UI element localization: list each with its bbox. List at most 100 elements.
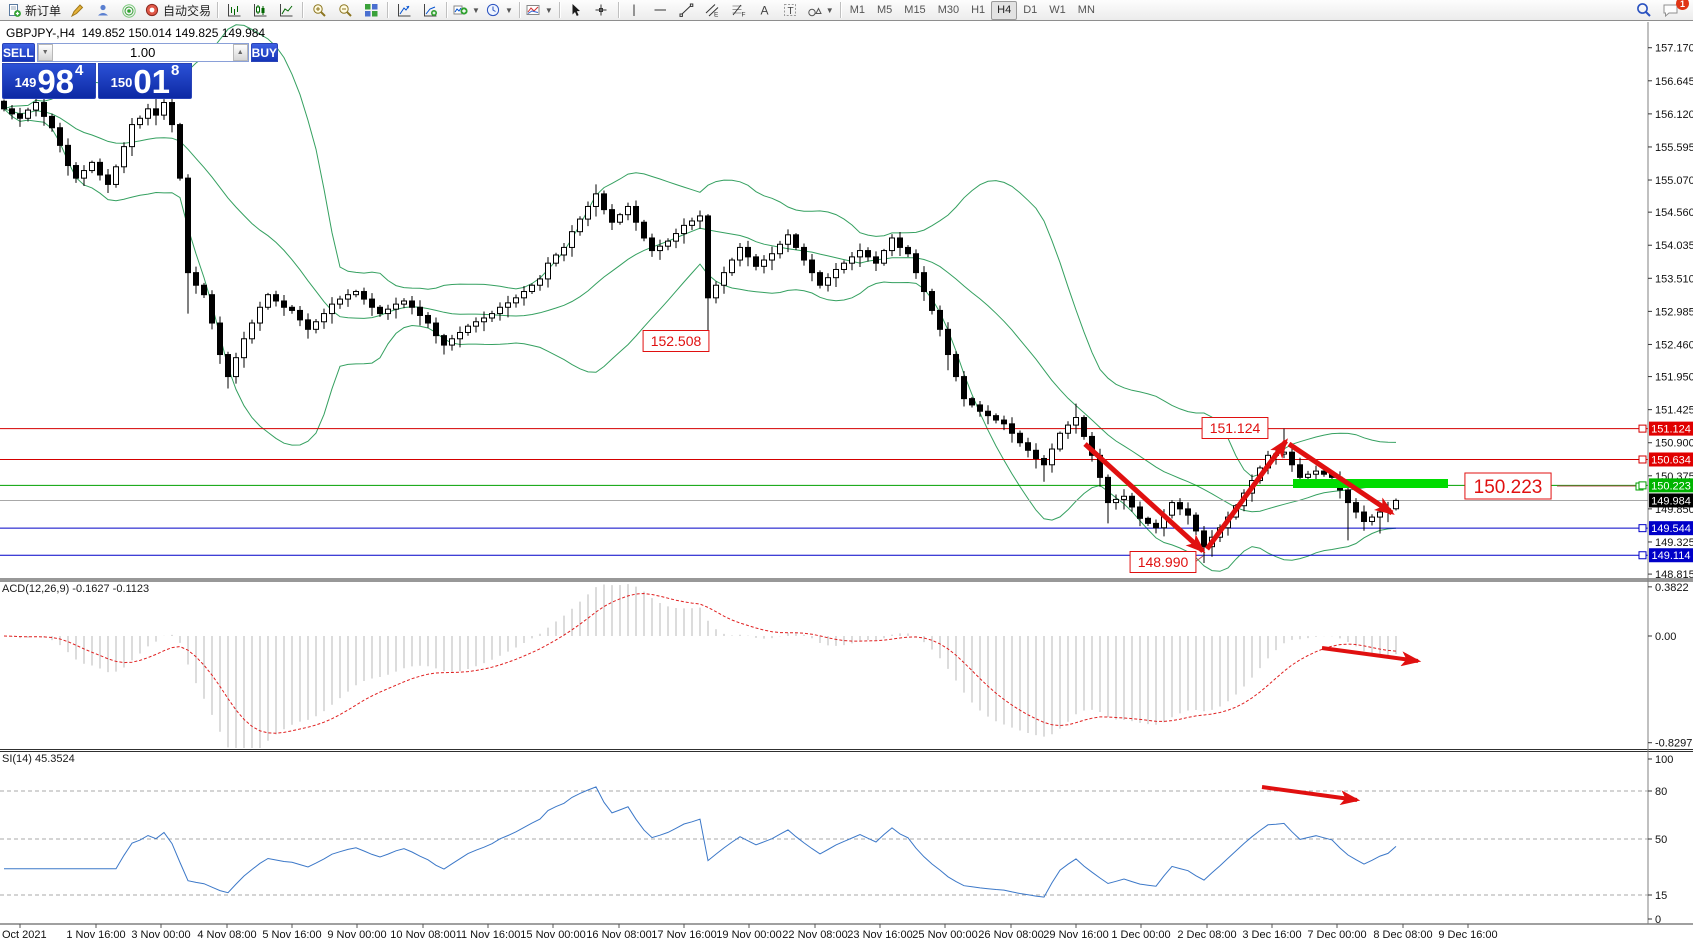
line-chart-button[interactable]	[273, 0, 299, 20]
timeframe-button-m1[interactable]: M1	[849, 4, 865, 16]
svg-text:151.124: 151.124	[1651, 424, 1691, 436]
chat-button[interactable]: 1	[1657, 0, 1689, 20]
indicator-window-button[interactable]	[417, 0, 443, 20]
svg-text:157.170: 157.170	[1655, 43, 1693, 55]
chart-style-button[interactable]	[64, 0, 90, 20]
text-button[interactable]: A	[752, 0, 778, 20]
new-order-button[interactable]: 新订单	[4, 0, 64, 20]
template-dropdown[interactable]: ▼	[523, 0, 556, 20]
signal-icon	[121, 3, 137, 18]
period-dropdown[interactable]: ▼	[483, 0, 516, 20]
label-button[interactable]: T	[778, 0, 804, 20]
volume-decrease-button[interactable]: ▼	[37, 44, 53, 61]
signals-button[interactable]	[116, 0, 142, 20]
bar-chart-button[interactable]	[221, 0, 247, 20]
channel-button[interactable]: E	[700, 0, 726, 20]
chevron-down-icon: ▼	[472, 5, 480, 15]
timeframe-button-w1[interactable]: W1	[1049, 4, 1066, 16]
trendline-button[interactable]	[674, 0, 700, 20]
rsi-indicator-label: SI(14) 45.3524	[2, 753, 75, 765]
indicators-button[interactable]	[391, 0, 417, 20]
svg-text:9 Dec 16:00: 9 Dec 16:00	[1438, 929, 1497, 941]
svg-text:150.223: 150.223	[1651, 480, 1691, 492]
toolbar-separator	[617, 2, 619, 18]
add-object-dropdown[interactable]: ▼	[450, 0, 483, 20]
autotrade-button[interactable]: 自动交易	[142, 0, 214, 20]
svg-text:9 Nov 00:00: 9 Nov 00:00	[327, 929, 386, 941]
crosshair-icon	[594, 3, 609, 18]
cursor-button[interactable]	[563, 0, 589, 20]
rsi-trend-arrow	[1261, 785, 1361, 806]
volume-input[interactable]	[52, 44, 233, 61]
macd-trend-arrow	[1321, 646, 1422, 667]
zoom-in-button[interactable]	[306, 0, 332, 20]
text-a-icon: A	[757, 3, 772, 18]
svg-text:25 Nov 00:00: 25 Nov 00:00	[912, 929, 977, 941]
toolbar-separator	[387, 2, 389, 18]
price-callout-text: 150.223	[1474, 477, 1543, 498]
candlesticks	[1, 82, 1399, 564]
crosshair-button[interactable]	[589, 0, 615, 20]
sell-price-sup: 4	[75, 62, 84, 79]
timeframe-button-mn[interactable]: MN	[1077, 4, 1095, 16]
trend-arrow	[1287, 441, 1395, 516]
timeframe-button-m30[interactable]: M30	[937, 4, 960, 16]
price-scale[interactable]: 157.170 156.645 156.120 155.595 155.070 154.5…	[1648, 43, 1693, 926]
svg-text:29 Nov 16:00: 29 Nov 16:00	[1043, 929, 1108, 941]
price-callout-box	[1201, 417, 1269, 439]
toolbar-separator	[217, 2, 219, 18]
toolbar-separator	[839, 2, 841, 18]
tile-windows-button[interactable]	[358, 0, 384, 20]
toolbar-separator	[446, 2, 448, 18]
timeframe-button-h4[interactable]: H4	[991, 0, 1018, 20]
candlestick-chart-button[interactable]	[247, 0, 273, 20]
fibonacci-button[interactable]: F	[726, 0, 752, 20]
price-callout-box	[1129, 551, 1197, 573]
line-end-marker	[1638, 524, 1647, 533]
sell-button[interactable]: SELL	[2, 43, 35, 62]
svg-text:148.815: 148.815	[1655, 569, 1693, 581]
buy-button[interactable]: BUY	[250, 43, 279, 62]
svg-text:154.035: 154.035	[1655, 240, 1693, 252]
timeframe-button-m15[interactable]: M15	[904, 4, 926, 16]
svg-text:80: 80	[1655, 786, 1667, 798]
timeframe-button-d1[interactable]: D1	[1023, 4, 1038, 16]
pencil-icon	[70, 3, 85, 18]
shapes-dropdown[interactable]: ▼	[804, 0, 837, 20]
search-button[interactable]	[1631, 0, 1657, 20]
trend-arrow	[1204, 438, 1289, 551]
zoom-out-button[interactable]	[332, 0, 358, 20]
svg-text:150.900: 150.900	[1655, 438, 1693, 450]
buy-price-pane[interactable]: 150 01 8	[98, 62, 192, 99]
svg-text:15: 15	[1655, 890, 1667, 902]
template-icon	[526, 3, 541, 18]
chart-annotations[interactable]: 152.508 151.124 148.990 150.223	[642, 330, 1647, 806]
fibo-icon: F	[731, 3, 746, 18]
price-callout-box	[642, 330, 710, 352]
community-button[interactable]	[90, 0, 116, 20]
cursor-icon	[568, 3, 583, 18]
time-axis[interactable]: Oct 2021 1 Nov 16:00 3 Nov 00:00 4 Nov 08:0…	[2, 924, 1498, 941]
price-badge	[1649, 452, 1693, 467]
hline-button[interactable]	[648, 0, 674, 20]
svg-text:19 Nov 00:00: 19 Nov 00:00	[716, 929, 781, 941]
svg-text:1 Dec 00:00: 1 Dec 00:00	[1111, 929, 1170, 941]
line-end-marker	[1638, 455, 1647, 464]
volume-increase-button[interactable]: ▲	[232, 44, 248, 61]
svg-text:23 Nov 16:00: 23 Nov 16:00	[847, 929, 912, 941]
trendline-icon	[679, 3, 694, 18]
vline-button[interactable]	[622, 0, 648, 20]
sell-price-pane[interactable]: 149 98 4	[2, 62, 96, 99]
panel-frame	[0, 22, 1693, 925]
rsi-indicator	[0, 786, 1648, 898]
svg-text:151.950: 151.950	[1655, 372, 1693, 384]
svg-text:155.070: 155.070	[1655, 175, 1693, 187]
timeframe-button-h1[interactable]: H1	[971, 4, 986, 16]
timeframe-button-m5[interactable]: M5	[877, 4, 893, 16]
zoom-in-icon	[312, 3, 327, 18]
svg-text:22 Nov 08:00: 22 Nov 08:00	[782, 929, 847, 941]
toolbar-button-label: 自动交易	[163, 3, 212, 18]
svg-text:152.985: 152.985	[1655, 306, 1693, 318]
svg-text:26 Nov 08:00: 26 Nov 08:00	[978, 929, 1043, 941]
